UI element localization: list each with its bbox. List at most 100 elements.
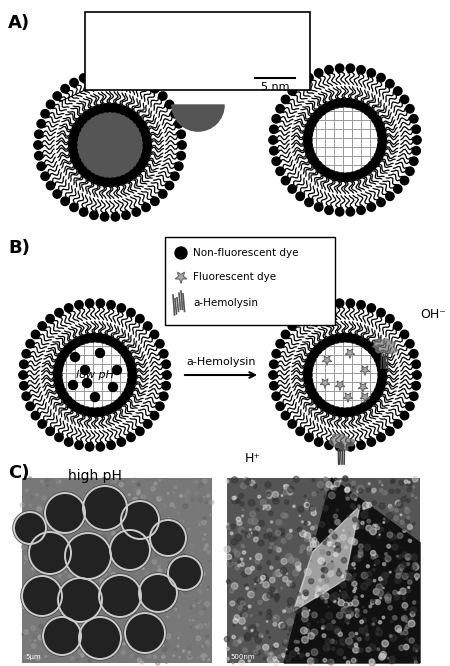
Circle shape [113,521,117,525]
Circle shape [72,403,81,412]
Circle shape [98,551,100,553]
Circle shape [81,653,84,657]
Circle shape [55,360,63,368]
Circle shape [54,365,62,374]
Circle shape [392,544,398,550]
Circle shape [276,519,282,525]
Circle shape [378,376,386,385]
Circle shape [148,525,153,530]
Circle shape [188,561,191,564]
Circle shape [350,577,355,582]
Circle shape [92,176,100,184]
Circle shape [412,360,420,368]
Circle shape [105,643,108,645]
Circle shape [89,627,90,629]
Circle shape [338,408,346,416]
Circle shape [383,521,385,523]
Circle shape [257,566,261,570]
Circle shape [360,583,368,590]
Circle shape [299,533,305,538]
Circle shape [407,574,409,575]
Circle shape [413,476,418,482]
Circle shape [248,591,254,597]
Circle shape [68,600,70,603]
Circle shape [43,611,45,613]
Circle shape [378,141,386,150]
Circle shape [310,392,318,400]
Circle shape [387,544,391,548]
Circle shape [92,503,96,507]
Circle shape [368,396,377,404]
Circle shape [98,588,100,591]
Circle shape [334,481,340,487]
Circle shape [304,569,311,575]
Circle shape [66,509,68,511]
Circle shape [356,642,358,643]
Circle shape [262,574,267,579]
Circle shape [65,494,70,499]
Circle shape [180,538,182,539]
Circle shape [163,581,165,583]
Circle shape [98,531,102,535]
Circle shape [405,609,406,610]
Circle shape [355,659,358,662]
Circle shape [406,625,410,629]
Circle shape [341,575,344,577]
Circle shape [244,608,245,609]
Circle shape [412,486,414,488]
Circle shape [310,506,315,511]
Circle shape [359,628,364,633]
Circle shape [117,438,126,446]
Circle shape [187,568,189,570]
Circle shape [250,511,256,517]
Circle shape [346,614,351,619]
Circle shape [378,480,381,484]
Circle shape [101,537,104,540]
Circle shape [47,637,50,639]
Circle shape [309,610,310,611]
Circle shape [116,607,117,609]
Circle shape [332,620,335,623]
Circle shape [388,605,392,610]
Circle shape [270,496,273,499]
Circle shape [313,541,319,547]
Circle shape [160,535,162,537]
Circle shape [35,152,43,160]
Circle shape [385,553,387,555]
Circle shape [322,103,331,112]
Circle shape [361,595,364,597]
Circle shape [338,569,340,571]
Circle shape [21,545,26,549]
Circle shape [32,412,40,420]
Circle shape [287,490,293,495]
Circle shape [248,660,250,662]
Circle shape [385,555,391,561]
Circle shape [143,135,151,144]
Circle shape [264,577,270,583]
Circle shape [374,387,383,396]
Circle shape [399,557,400,559]
Circle shape [89,526,90,527]
Circle shape [250,566,254,570]
Circle shape [324,496,327,499]
Circle shape [392,479,395,483]
Circle shape [63,592,65,595]
Circle shape [389,489,394,494]
Circle shape [137,483,140,486]
Circle shape [314,396,322,404]
Circle shape [410,392,418,400]
Circle shape [180,619,185,624]
Circle shape [56,651,59,654]
Circle shape [54,538,56,539]
Circle shape [387,532,393,537]
Circle shape [310,526,314,530]
Circle shape [410,157,418,165]
Circle shape [394,516,399,521]
Circle shape [72,501,74,503]
Circle shape [199,571,201,573]
Circle shape [403,573,405,575]
Circle shape [190,543,195,548]
Circle shape [163,371,171,379]
Circle shape [160,350,168,358]
Circle shape [364,609,367,613]
